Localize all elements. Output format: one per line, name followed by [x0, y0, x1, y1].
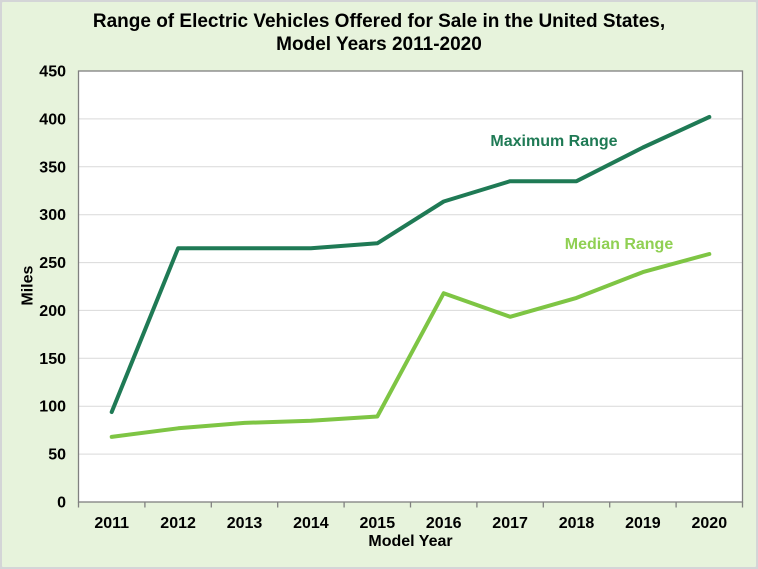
svg-text:300: 300	[39, 207, 66, 224]
svg-text:2011: 2011	[94, 515, 129, 532]
svg-text:2018: 2018	[559, 515, 595, 532]
svg-text:2012: 2012	[160, 515, 196, 532]
svg-text:Median Range: Median Range	[565, 236, 674, 253]
svg-text:450: 450	[39, 64, 66, 81]
svg-text:2019: 2019	[625, 515, 661, 532]
svg-text:150: 150	[39, 351, 66, 368]
svg-text:Maximum Range: Maximum Range	[490, 133, 617, 150]
svg-text:2014: 2014	[293, 515, 329, 532]
svg-text:Model Year: Model Year	[368, 533, 452, 550]
svg-text:Model Years 2011-2020: Model Years 2011-2020	[276, 34, 482, 55]
svg-text:2020: 2020	[692, 515, 728, 532]
svg-text:Miles: Miles	[20, 265, 37, 305]
svg-text:250: 250	[39, 255, 66, 272]
svg-text:2016: 2016	[426, 515, 462, 532]
svg-text:200: 200	[39, 303, 66, 320]
svg-text:100: 100	[39, 399, 66, 416]
svg-text:50: 50	[48, 447, 66, 464]
svg-text:400: 400	[39, 111, 66, 128]
svg-text:0: 0	[57, 495, 66, 512]
svg-text:2013: 2013	[227, 515, 263, 532]
svg-text:2017: 2017	[492, 515, 528, 532]
svg-text:350: 350	[39, 159, 66, 176]
svg-text:Range of Electric Vehicles Off: Range of Electric Vehicles Offered for S…	[93, 11, 665, 32]
svg-text:2015: 2015	[360, 515, 396, 532]
